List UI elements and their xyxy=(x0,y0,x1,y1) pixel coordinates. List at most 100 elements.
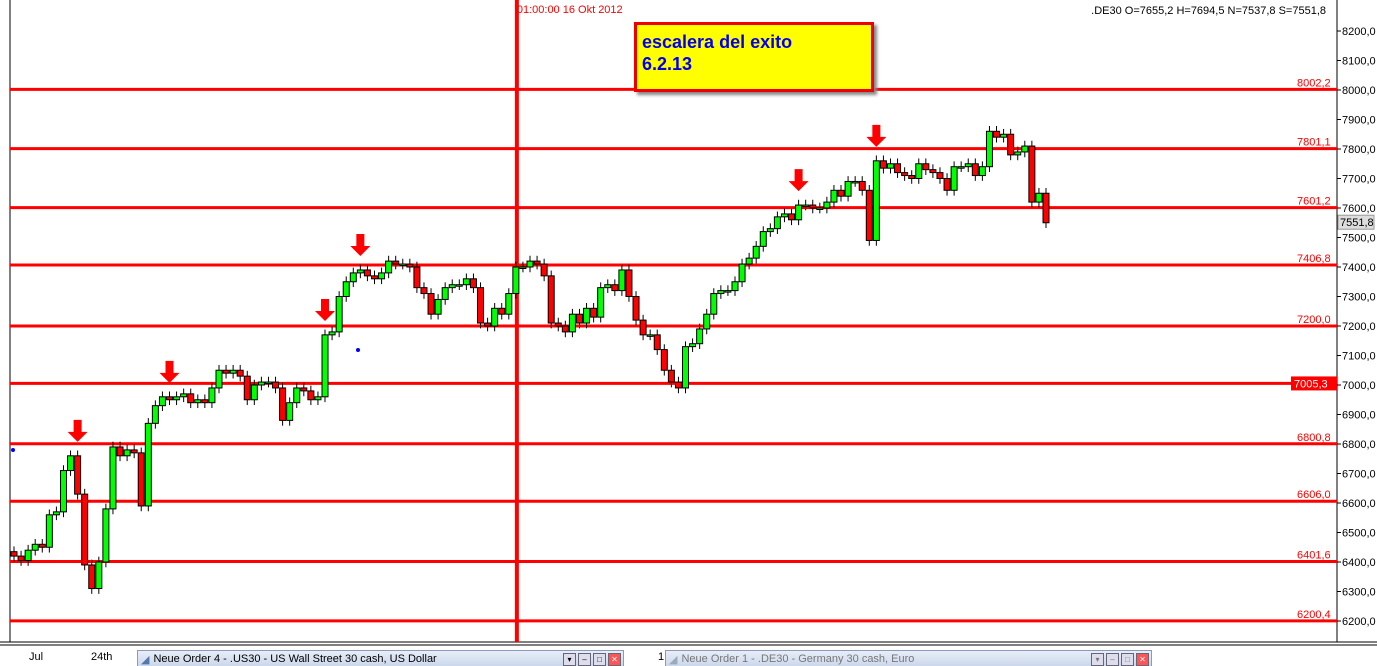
y-tick-label: 7800,0 xyxy=(1342,144,1376,156)
minimize-icon[interactable]: – xyxy=(578,652,591,666)
candle-up xyxy=(59,470,67,513)
marker-dot xyxy=(11,448,15,452)
candle-up xyxy=(710,293,718,315)
candle-down xyxy=(611,284,619,292)
candle-up xyxy=(773,216,781,230)
candle-down xyxy=(943,178,951,191)
candle-down xyxy=(554,322,562,327)
taskbar-window-de30[interactable]: ◢ Neue Order 1 - .DE30 - Germany 30 cash… xyxy=(665,650,1152,666)
level-label: 7406,8 xyxy=(1297,253,1331,265)
candle-up xyxy=(766,228,774,233)
candle-down xyxy=(420,287,428,295)
taskbar-window-us30[interactable]: ◢ Neue Order 4 - .US30 - US Wall Street … xyxy=(137,650,624,666)
candle-up xyxy=(950,166,958,191)
candle-up xyxy=(448,284,456,289)
candle-up xyxy=(1014,151,1022,156)
down-arrow-icon xyxy=(350,234,371,257)
candle-down xyxy=(88,564,96,590)
candle-down xyxy=(908,175,916,180)
candle-up xyxy=(689,343,697,348)
candle-up xyxy=(703,313,711,330)
candle-up xyxy=(978,166,986,177)
candle-up xyxy=(229,369,237,374)
candle-up xyxy=(314,396,322,401)
y-tick-label: 7500,0 xyxy=(1342,233,1376,245)
candle-down xyxy=(1007,133,1015,156)
down-arrow-icon xyxy=(866,124,887,147)
candle-up xyxy=(519,266,527,269)
candle-up xyxy=(335,296,343,333)
maximize-icon[interactable]: □ xyxy=(1121,652,1134,666)
candle-down xyxy=(993,130,1001,138)
y-tick-label: 6200,0 xyxy=(1342,616,1376,628)
candle-down xyxy=(922,163,930,171)
candle-up xyxy=(52,511,60,516)
candle-up xyxy=(194,399,202,404)
y-tick-label: 6700,0 xyxy=(1342,469,1376,481)
level-label-bg xyxy=(1291,376,1337,391)
candle-down xyxy=(243,375,251,401)
y-tick-label: 7700,0 xyxy=(1342,174,1376,186)
candle-up xyxy=(491,307,499,327)
candle-down xyxy=(561,325,569,333)
candle-down xyxy=(10,551,18,557)
candle-down xyxy=(1042,192,1050,224)
candle-down xyxy=(307,390,315,401)
candle-down xyxy=(469,278,477,289)
y-tick-label: 6400,0 xyxy=(1342,557,1376,569)
minimize-icon[interactable]: – xyxy=(1106,652,1119,666)
candle-down xyxy=(300,387,308,392)
candle-down xyxy=(74,455,82,495)
candle-up xyxy=(385,260,393,274)
symbol-info: .DE30 O=7655,2 H=7694,5 N=7537,8 S=7551,… xyxy=(1091,5,1326,17)
candle-down xyxy=(788,213,796,221)
candle-up xyxy=(618,269,626,292)
candle-up xyxy=(24,549,32,562)
close-icon[interactable]: ✕ xyxy=(608,652,621,666)
candle-up xyxy=(328,331,336,336)
candle-down xyxy=(533,260,541,265)
candle-down xyxy=(540,263,548,277)
candle-up xyxy=(293,387,301,404)
candle-down xyxy=(865,189,873,241)
candle-down xyxy=(1028,145,1036,203)
maximize-icon[interactable]: □ xyxy=(593,652,606,666)
time-marker-label: 01:00:00 16 Okt 2012 xyxy=(517,4,623,16)
restore-icon[interactable]: ▾ xyxy=(1091,652,1104,666)
candle-down xyxy=(809,204,817,209)
candle-down xyxy=(971,163,979,177)
current-price-bg xyxy=(1337,214,1375,230)
close-icon[interactable]: ✕ xyxy=(1136,652,1149,666)
restore-icon[interactable]: ▾ xyxy=(563,652,576,666)
annotation-note: escalera del exito 6.2.13 xyxy=(634,22,874,92)
candle-up xyxy=(851,180,859,184)
candle-up xyxy=(915,163,923,179)
candle-up xyxy=(604,284,612,289)
candle-up xyxy=(144,422,152,507)
candle-down xyxy=(279,387,287,421)
candle-up xyxy=(158,396,166,407)
candle-down xyxy=(929,169,937,174)
candle-up xyxy=(1035,192,1043,203)
candle-up xyxy=(67,455,75,472)
level-label: 7601,2 xyxy=(1297,196,1331,208)
level-label: 8002,2 xyxy=(1297,77,1331,89)
candle-down xyxy=(575,313,583,324)
y-tick-label: 7400,0 xyxy=(1342,262,1376,274)
candle-up xyxy=(957,166,965,169)
candle-up xyxy=(568,313,576,333)
candle-up xyxy=(462,278,470,286)
candle-up xyxy=(597,287,605,318)
candle-down xyxy=(936,172,944,180)
level-label: 6606,0 xyxy=(1297,489,1331,501)
candle-up xyxy=(257,381,265,386)
level-label: 6200,4 xyxy=(1297,609,1331,621)
candle-down xyxy=(879,160,887,169)
level-label: 7005,3 xyxy=(1294,378,1328,390)
y-tick-label: 7000,0 xyxy=(1342,380,1376,392)
candle-up xyxy=(816,207,824,210)
candle-up xyxy=(434,298,442,315)
candle-up xyxy=(173,396,181,401)
